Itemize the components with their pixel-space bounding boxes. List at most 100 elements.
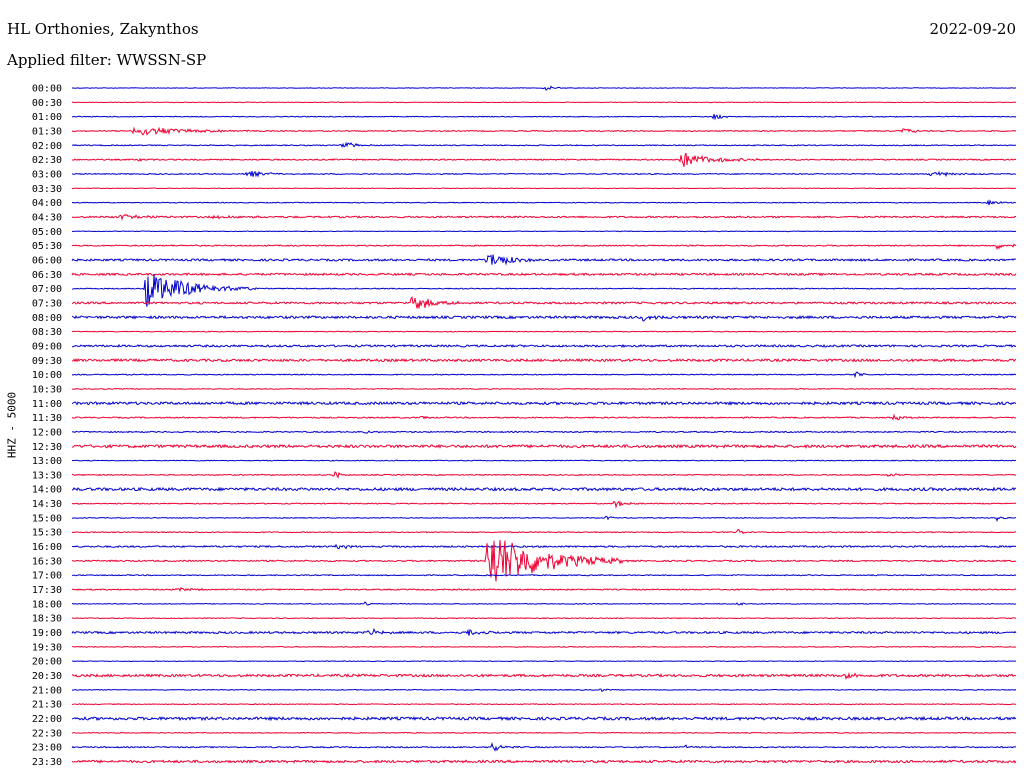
trace-line xyxy=(71,141,1017,148)
time-label: 07:00 xyxy=(32,284,62,295)
time-label: 05:30 xyxy=(32,241,62,252)
time-label: 16:00 xyxy=(32,542,62,553)
trace-line xyxy=(71,230,1017,233)
time-label: 04:30 xyxy=(32,212,62,223)
trace-line xyxy=(71,731,1017,734)
time-label: 12:00 xyxy=(32,427,62,438)
trace-line xyxy=(71,357,1017,363)
time-label: 23:30 xyxy=(32,757,62,768)
time-label: 14:30 xyxy=(32,499,62,510)
time-label: 19:00 xyxy=(32,628,62,639)
time-label: 21:00 xyxy=(32,685,62,696)
trace-line xyxy=(71,543,1017,550)
trace-line xyxy=(71,126,1017,136)
trace-line xyxy=(71,254,1017,266)
time-label: 18:00 xyxy=(32,599,62,610)
trace-line xyxy=(71,170,1017,178)
time-label: 15:00 xyxy=(32,513,62,524)
trace-line xyxy=(71,515,1017,522)
time-label: 00:30 xyxy=(32,98,62,109)
time-label: 13:30 xyxy=(32,470,62,481)
trace-line xyxy=(71,671,1017,680)
time-label: 22:00 xyxy=(32,714,62,725)
trace-line xyxy=(71,371,1017,379)
time-label: 03:30 xyxy=(32,184,62,195)
time-label: 10:30 xyxy=(32,384,62,395)
trace-line xyxy=(71,703,1017,706)
time-label: 02:00 xyxy=(32,141,62,152)
time-label: 09:30 xyxy=(32,356,62,367)
trace-line xyxy=(71,574,1017,577)
trace-line xyxy=(71,274,1017,307)
trace-line xyxy=(71,187,1017,190)
trace-line xyxy=(71,213,1017,221)
time-label: 16:30 xyxy=(32,556,62,567)
time-label: 12:30 xyxy=(32,442,62,453)
time-label: 08:30 xyxy=(32,327,62,338)
trace-line xyxy=(71,688,1017,693)
time-label: 15:30 xyxy=(32,528,62,539)
trace-line xyxy=(71,314,1017,322)
trace-line xyxy=(71,715,1017,722)
trace-line xyxy=(71,272,1017,277)
time-label: 09:00 xyxy=(32,341,62,352)
time-label: 17:30 xyxy=(32,585,62,596)
trace-line xyxy=(71,601,1017,606)
time-label: 06:00 xyxy=(32,255,62,266)
time-label: 01:30 xyxy=(32,126,62,137)
trace-line xyxy=(71,152,1017,167)
trace-line xyxy=(71,586,1017,592)
time-label: 13:00 xyxy=(32,456,62,467)
trace-line xyxy=(71,759,1017,764)
trace-line xyxy=(71,627,1017,636)
time-label: 02:30 xyxy=(32,155,62,166)
time-label: 11:30 xyxy=(32,413,62,424)
trace-line xyxy=(71,471,1017,479)
trace-line xyxy=(71,199,1017,206)
trace-line xyxy=(71,413,1017,421)
trace-line xyxy=(71,528,1017,535)
time-label: 07:30 xyxy=(32,298,62,309)
time-label: 04:00 xyxy=(32,198,62,209)
trace-line xyxy=(71,486,1017,492)
trace-line xyxy=(71,400,1017,406)
time-label: 18:30 xyxy=(32,614,62,625)
time-label: 21:30 xyxy=(32,700,62,711)
station-title: HL Orthonies, Zakynthos xyxy=(7,20,199,38)
time-label: 11:00 xyxy=(32,399,62,410)
time-label: 05:00 xyxy=(32,227,62,238)
time-label: 22:30 xyxy=(32,728,62,739)
trace-line xyxy=(71,343,1017,348)
time-label: 20:30 xyxy=(32,671,62,682)
trace-line xyxy=(72,443,1017,449)
time-label: 20:00 xyxy=(32,657,62,668)
time-label: 19:30 xyxy=(32,642,62,653)
time-label: 00:00 xyxy=(32,84,62,95)
time-label: 14:00 xyxy=(32,485,62,496)
trace-line xyxy=(71,387,1017,390)
trace-line xyxy=(71,296,1017,309)
trace-line xyxy=(71,539,1017,582)
trace-line xyxy=(71,660,1017,663)
filter-label: Applied filter: WWSSN-SP xyxy=(7,51,207,69)
trace-line xyxy=(71,430,1017,434)
time-label: 10:00 xyxy=(32,370,62,381)
time-label: 03:00 xyxy=(32,169,62,180)
trace-line xyxy=(71,85,1017,91)
trace-line xyxy=(71,330,1017,333)
date-label: 2022-09-20 xyxy=(929,20,1016,38)
time-label: 23:00 xyxy=(32,743,62,754)
trace-line xyxy=(71,113,1017,121)
trace-line xyxy=(71,500,1017,509)
trace-line xyxy=(71,459,1017,462)
time-label: 01:00 xyxy=(32,112,62,123)
trace-line xyxy=(71,742,1017,752)
trace-line xyxy=(71,243,1017,251)
trace-line xyxy=(71,617,1017,620)
time-label: 08:00 xyxy=(32,313,62,324)
time-label: 06:30 xyxy=(32,270,62,281)
trace-line xyxy=(71,645,1017,648)
trace-line xyxy=(71,101,1017,104)
time-label: 17:00 xyxy=(32,571,62,582)
